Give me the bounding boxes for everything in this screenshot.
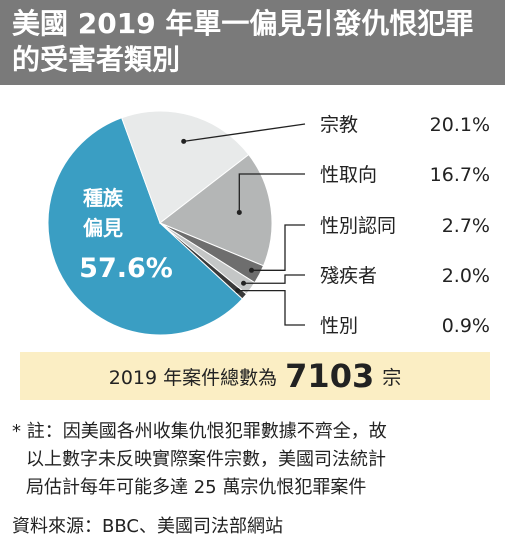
footnote-line-3: 局估計每年可能多達 25 萬宗仇恨犯罪案件 [26, 477, 367, 498]
legend-value: 0.9% [442, 315, 490, 337]
title-line-1: 美國 2019 年單一偏見引發仇恨犯罪 [12, 7, 474, 40]
slice-gender [159, 222, 248, 300]
footnote: * 註：因美國各州收集仇恨犯罪數據不齊全，故 以上數字未反映實際案件宗數，美國司… [12, 418, 497, 502]
legend-label: 性別 [320, 315, 358, 337]
slice-religion [121, 110, 250, 224]
leader-line [183, 123, 306, 143]
inside-label-value: 57.6% [79, 253, 173, 284]
leader-line [243, 274, 305, 284]
footnote-line-1: * 註：因美國各州收集仇恨犯罪數據不齊全，故 [12, 421, 387, 442]
legend-label: 性取向 [320, 164, 377, 186]
footnote-line-2: 以上數字未反映實際案件宗數，美國司法統計 [26, 449, 386, 470]
title-line-2: 的受害者類別 [12, 43, 181, 76]
slice-racial-bias [47, 117, 244, 336]
inside-label-line-1: 種族 [83, 186, 124, 210]
legend-label: 宗教 [320, 114, 358, 136]
total-cases-box: 2019 年案件總數為 7103 宗 [20, 352, 490, 400]
legend-label: 性別認同 [320, 215, 396, 237]
total-value: 7103 [285, 357, 375, 395]
title-bar: 美國 2019 年單一偏見引發仇恨犯罪 的受害者類別 [0, 0, 505, 85]
total-suffix: 宗 [382, 366, 402, 389]
leader-line [237, 289, 305, 326]
source-note: 資料來源：BBC、美國司法部網站 [12, 516, 283, 537]
legend-value: 20.1% [430, 114, 490, 136]
legend-value: 2.7% [442, 215, 490, 237]
leader-line [238, 173, 305, 213]
legend-value: 16.7% [430, 164, 490, 186]
slice-sexual-orientation [159, 153, 273, 267]
total-prefix: 2019 年案件總數為 [108, 366, 278, 389]
legend-value: 2.0% [442, 265, 490, 287]
inside-label-line-2: 偏見 [83, 216, 123, 240]
leader-line [251, 224, 305, 271]
leader-dot [236, 209, 242, 215]
legend-label: 殘疾者 [320, 265, 377, 287]
